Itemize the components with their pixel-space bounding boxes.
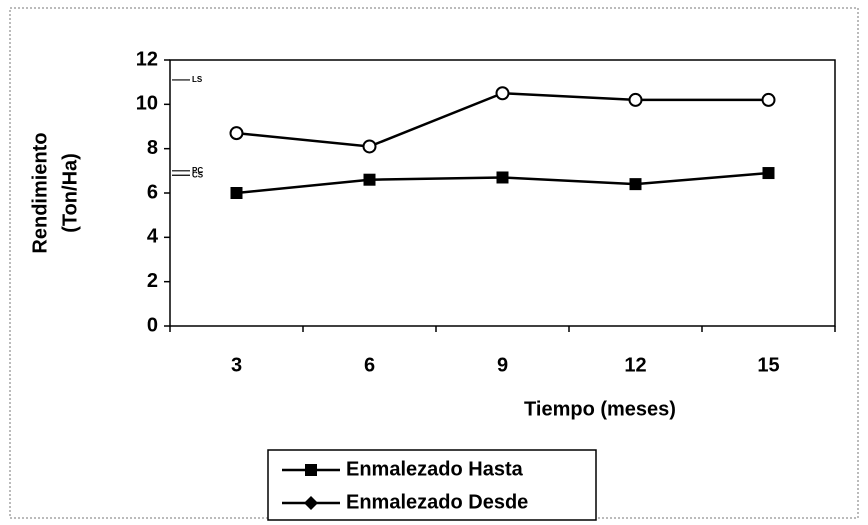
legend-label: Enmalezado Desde xyxy=(346,491,528,513)
point xyxy=(362,139,377,154)
point xyxy=(761,92,776,107)
y-tick-label: 4 xyxy=(147,226,159,248)
legend-label: Enmalezado Hasta xyxy=(346,458,524,480)
reference-label: PC xyxy=(192,166,203,175)
x-tick-label: 15 xyxy=(757,354,779,376)
legend-box xyxy=(267,449,597,521)
legend-marker xyxy=(305,464,317,476)
reference-label: LS xyxy=(192,75,203,84)
x-axis-label: Tiempo (meses) xyxy=(524,398,676,420)
y-axis-label-line: (Ton/Ha) xyxy=(59,153,81,233)
frame xyxy=(9,7,859,519)
series-line xyxy=(236,91,769,148)
x-tick-label: 6 xyxy=(364,354,375,376)
point xyxy=(363,173,376,186)
x-tick-label: 9 xyxy=(497,354,508,376)
point xyxy=(496,171,509,184)
y-axis-label-line: Rendimiento xyxy=(29,132,51,253)
legend-marker xyxy=(304,496,318,510)
point xyxy=(762,167,775,180)
point xyxy=(629,178,642,191)
y-tick-label: 10 xyxy=(136,93,158,115)
y-axis-label: Rendimiento (Ton/Ha) xyxy=(29,132,81,253)
point xyxy=(229,126,244,141)
point xyxy=(495,86,510,101)
y-tick-label: 2 xyxy=(147,270,158,292)
x-tick-label: 12 xyxy=(624,354,646,376)
x-tick-label: 3 xyxy=(231,354,242,376)
y-tick-label: 0 xyxy=(147,314,158,336)
reference-label: CS xyxy=(192,170,204,179)
point xyxy=(230,187,243,199)
y-tick-label: 12 xyxy=(136,48,158,70)
point xyxy=(628,92,643,107)
y-tick-label: 8 xyxy=(147,137,158,159)
y-tick-label: 6 xyxy=(147,181,158,203)
